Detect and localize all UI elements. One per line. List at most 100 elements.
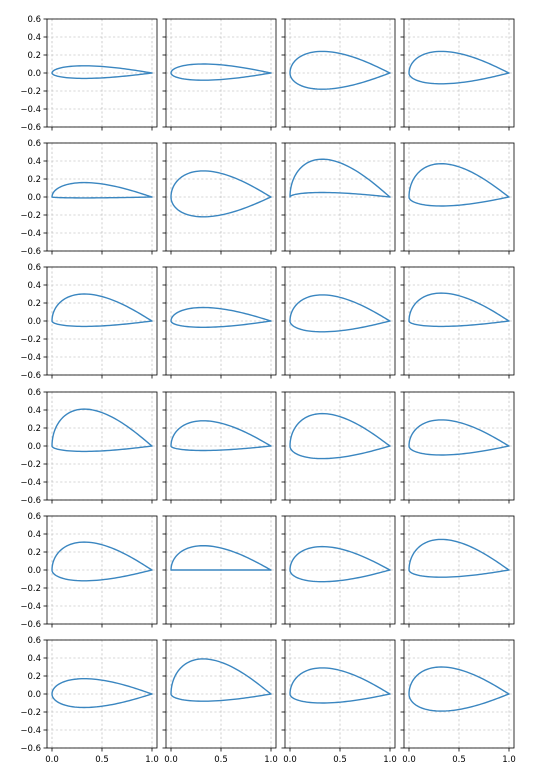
y-tick-label: −0.4 (20, 726, 41, 736)
y-tick-label: −0.4 (20, 353, 41, 363)
airfoil-contour (51, 181, 153, 199)
subplot-r3-c1: 0.6 0.4 0.2 0.0 −0.2 −0.4 −0.6 (20, 263, 158, 381)
airfoil-contour (170, 658, 272, 702)
airfoil-contour (51, 678, 153, 709)
subplot-r1-c3 (281, 18, 396, 131)
y-tick-label: 0.2 (27, 175, 41, 185)
subplot-r4-c2 (162, 391, 277, 504)
airfoil-contour (170, 306, 272, 328)
subplot-r1-c4 (400, 18, 515, 131)
subplot-r2-c2 (162, 142, 277, 255)
subplot-r3-c3 (281, 266, 396, 379)
y-tick-label: −0.4 (20, 229, 41, 239)
airfoil-contour (170, 545, 272, 571)
x-tick-label: 0.0 (45, 755, 59, 765)
y-tick-label: 0.6 (27, 15, 41, 25)
subplot-r1-c1: 0.6 0.4 0.2 0.0 −0.2 −0.4 −0.6 (20, 15, 158, 133)
x-tick-label: 1.0 (502, 755, 516, 765)
airfoil-contour (289, 294, 391, 333)
subplot-r3-c2 (162, 266, 277, 379)
airfoil-contour (408, 162, 510, 207)
y-tick-label: 0.2 (27, 299, 41, 309)
y-tick-label: 0.0 (27, 317, 41, 327)
x-tick-label: 0.0 (402, 755, 416, 765)
y-tick-label: −0.6 (20, 496, 41, 506)
y-tick-label: −0.6 (20, 620, 41, 630)
airfoil-contour (289, 158, 391, 198)
airfoil-contour (408, 292, 510, 328)
subplot-r5-c1: 0.6 0.4 0.2 0.0 −0.2 −0.4 −0.6 (20, 512, 158, 630)
subplot-r6-c2: 0.0 0.5 1.0 (162, 639, 278, 765)
airfoil-contour (51, 408, 153, 453)
y-tick-label: −0.6 (20, 123, 41, 133)
subplot-r4-c4 (400, 391, 515, 504)
airfoil-contour (408, 50, 510, 85)
airfoil-contour (51, 293, 153, 328)
x-tick-label: 1.0 (145, 755, 159, 765)
x-tick-label: 0.5 (333, 755, 347, 765)
x-tick-label: 0.5 (452, 755, 466, 765)
y-tick-label: 0.0 (27, 193, 41, 203)
y-tick-label: 0.0 (27, 442, 41, 452)
y-tick-label: −0.2 (20, 211, 41, 221)
y-tick-label: 0.4 (27, 530, 41, 540)
x-tick-label: 0.0 (283, 755, 297, 765)
airfoil-contour (289, 50, 391, 90)
y-tick-label: −0.2 (20, 87, 41, 97)
y-tick-label: 0.2 (27, 424, 41, 434)
y-tick-label: −0.2 (20, 584, 41, 594)
airfoil-contour (289, 412, 391, 460)
y-tick-label: 0.6 (27, 139, 41, 149)
y-tick-label: −0.4 (20, 105, 41, 115)
airfoil-contour (170, 170, 272, 218)
x-tick-label: 1.0 (383, 755, 397, 765)
y-tick-label: 0.6 (27, 636, 41, 646)
y-tick-label: −0.4 (20, 602, 41, 612)
airfoil-contour (408, 419, 510, 456)
subplot-r5-c2 (162, 515, 277, 628)
subplot-r4-c3 (281, 391, 396, 504)
x-tick-label: 0.5 (214, 755, 228, 765)
x-tick-label: 0.0 (164, 755, 178, 765)
airfoil-contour (170, 63, 272, 81)
subplot-r5-c3 (281, 515, 396, 628)
y-tick-label: 0.0 (27, 566, 41, 576)
y-tick-label: 0.4 (27, 157, 41, 167)
subplot-r4-c1: 0.6 0.4 0.2 0.0 −0.2 −0.4 −0.6 (20, 388, 158, 506)
y-tick-label: −0.6 (20, 247, 41, 257)
y-tick-label: −0.2 (20, 335, 41, 345)
airfoil-contour (289, 545, 391, 583)
airfoil-contour (289, 667, 391, 704)
y-tick-label: 0.4 (27, 281, 41, 291)
x-tick-label: 1.0 (264, 755, 278, 765)
subplot-r2-c3 (281, 142, 396, 255)
y-tick-label: 0.6 (27, 388, 41, 398)
subplot-r1-c2 (162, 18, 277, 131)
airfoil-contour (408, 538, 510, 578)
y-tick-label: −0.6 (20, 744, 41, 754)
subplot-r6-c3: 0.0 0.5 1.0 (281, 639, 397, 765)
y-tick-label: −0.4 (20, 478, 41, 488)
y-tick-label: 0.0 (27, 690, 41, 700)
y-tick-label: 0.6 (27, 512, 41, 522)
y-tick-label: 0.2 (27, 51, 41, 61)
y-tick-label: 0.0 (27, 69, 41, 79)
y-tick-label: 0.4 (27, 406, 41, 416)
y-tick-label: −0.2 (20, 460, 41, 470)
airfoil-contour (170, 420, 272, 452)
airfoil-contour (51, 541, 153, 582)
x-tick-label: 0.5 (95, 755, 109, 765)
y-tick-label: 0.6 (27, 263, 41, 273)
y-tick-label: −0.2 (20, 708, 41, 718)
y-tick-label: 0.2 (27, 548, 41, 558)
subplot-r6-c4: 0.0 0.5 1.0 (400, 639, 516, 765)
airfoil-contour (51, 65, 153, 80)
subplot-r2-c4 (400, 142, 515, 255)
subplot-r3-c4 (400, 266, 515, 379)
subplot-r5-c4 (400, 515, 515, 628)
subplot-r2-c1: 0.6 0.4 0.2 0.0 −0.2 −0.4 −0.6 (20, 139, 158, 257)
y-tick-label: 0.4 (27, 654, 41, 664)
subplot-r6-c1: 0.6 0.4 0.2 0.0 −0.2 −0.4 −0.6 0.0 0.5 1.0 (20, 636, 158, 765)
airfoil-contour (408, 666, 510, 712)
